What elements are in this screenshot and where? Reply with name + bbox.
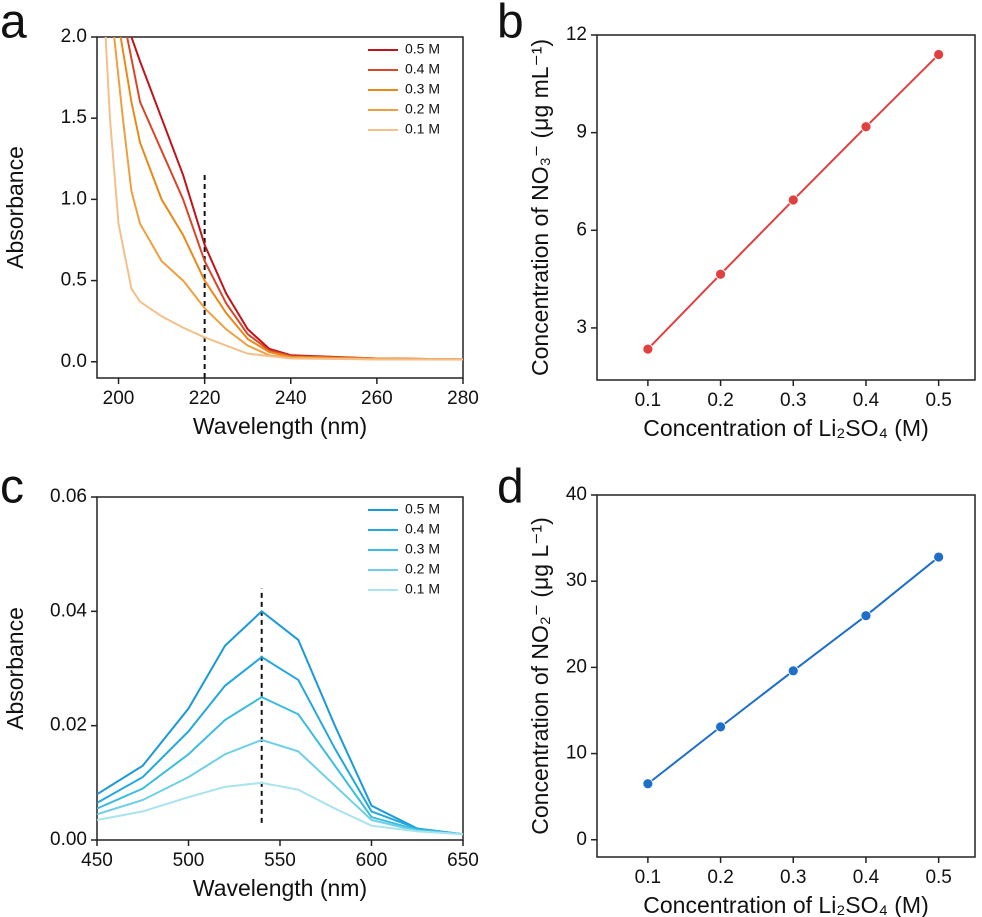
series-line xyxy=(104,37,463,361)
y-tick-label: 20 xyxy=(566,656,587,677)
series-line xyxy=(97,695,463,836)
y-tick-label: 3 xyxy=(576,317,587,338)
y-tick-label: 1.5 xyxy=(61,107,87,128)
data-point xyxy=(715,721,726,733)
series-line xyxy=(97,610,463,836)
panel-label: b xyxy=(497,0,524,49)
legend-label: 0.1 M xyxy=(405,121,440,137)
legend-label: 0.1 M xyxy=(405,581,440,597)
plot-frame xyxy=(596,494,976,858)
y-tick-label: 0.02 xyxy=(50,715,87,736)
plot-frame xyxy=(96,36,464,379)
y-tick-label: 10 xyxy=(566,743,587,764)
legend-label: 0.4 M xyxy=(405,61,440,77)
x-tick-label: 0.2 xyxy=(707,867,733,888)
series-line xyxy=(97,781,463,836)
y-tick-label: 12 xyxy=(566,24,587,45)
legend-label: 0.3 M xyxy=(405,81,440,97)
x-tick-label: 0.3 xyxy=(780,390,806,411)
x-tick-label: 0.3 xyxy=(780,867,806,888)
data-point xyxy=(933,49,945,60)
x-tick-label: 650 xyxy=(447,850,479,871)
y-tick-label: 30 xyxy=(566,570,587,591)
x-tick-label: 0.5 xyxy=(925,390,951,411)
legend-label: 0.2 M xyxy=(405,101,440,117)
y-tick-label: 1.0 xyxy=(61,188,87,209)
y-tick-label: 40 xyxy=(566,484,587,505)
y-tick-label: 0.5 xyxy=(61,270,87,291)
y-tick-label: 2.0 xyxy=(61,26,87,47)
y-axis-label: Absorbance xyxy=(2,607,28,730)
x-tick-label: 0.5 xyxy=(925,867,951,888)
legend-label: 0.3 M xyxy=(405,541,440,557)
y-tick-label: 0.06 xyxy=(50,486,87,507)
x-axis-label: Wavelength (nm) xyxy=(193,875,367,901)
y-tick-label: 0.04 xyxy=(50,600,87,621)
data-point xyxy=(933,551,945,563)
x-tick-label: 500 xyxy=(173,850,205,871)
y-tick-label: 6 xyxy=(576,219,587,240)
panel-label: a xyxy=(0,0,27,49)
plot-frame xyxy=(596,34,976,381)
data-point xyxy=(715,268,726,280)
x-tick-label: 220 xyxy=(189,388,221,409)
x-tick-label: 240 xyxy=(275,388,307,409)
x-axis-label: Concentration of Li₂SO₄ (M) xyxy=(643,415,928,441)
legend-label: 0.5 M xyxy=(405,501,440,517)
y-tick-label: 9 xyxy=(576,122,587,143)
y-tick-label: 0 xyxy=(576,829,587,850)
x-tick-label: 0.2 xyxy=(707,390,733,411)
data-point xyxy=(787,665,799,677)
data-point xyxy=(642,778,654,790)
y-tick-label: 0.00 xyxy=(50,829,87,850)
x-axis-label: Wavelength (nm) xyxy=(193,413,367,439)
y-axis-label: Absorbance xyxy=(2,146,28,269)
x-tick-label: 260 xyxy=(361,388,393,409)
legend-label: 0.2 M xyxy=(405,561,440,577)
x-axis-label: Concentration of Li₂SO₄ (M) xyxy=(643,892,928,917)
data-point xyxy=(860,610,872,622)
x-tick-label: 0.4 xyxy=(853,390,880,411)
x-tick-label: 280 xyxy=(447,388,479,409)
x-tick-label: 0.1 xyxy=(635,390,661,411)
x-tick-label: 0.4 xyxy=(853,867,880,888)
data-point xyxy=(787,194,799,206)
legend-label: 0.4 M xyxy=(405,521,440,537)
x-tick-label: 600 xyxy=(356,850,388,871)
y-tick-label: 0.0 xyxy=(61,351,87,372)
x-tick-label: 450 xyxy=(81,850,113,871)
y-axis-label: Concentration of NO₂⁻ (μg L⁻¹) xyxy=(527,517,553,834)
panel-label: c xyxy=(0,461,24,514)
x-tick-label: 550 xyxy=(264,850,296,871)
legend-label: 0.5 M xyxy=(405,41,440,57)
x-tick-label: 0.1 xyxy=(635,867,661,888)
y-axis-label: Concentration of NO₃⁻ (μg mL⁻¹) xyxy=(527,39,553,376)
data-point xyxy=(642,343,654,355)
data-point xyxy=(860,121,872,133)
series-line xyxy=(97,738,463,836)
panel-label: d xyxy=(497,461,524,514)
series-line xyxy=(97,655,463,836)
x-tick-label: 200 xyxy=(103,388,135,409)
